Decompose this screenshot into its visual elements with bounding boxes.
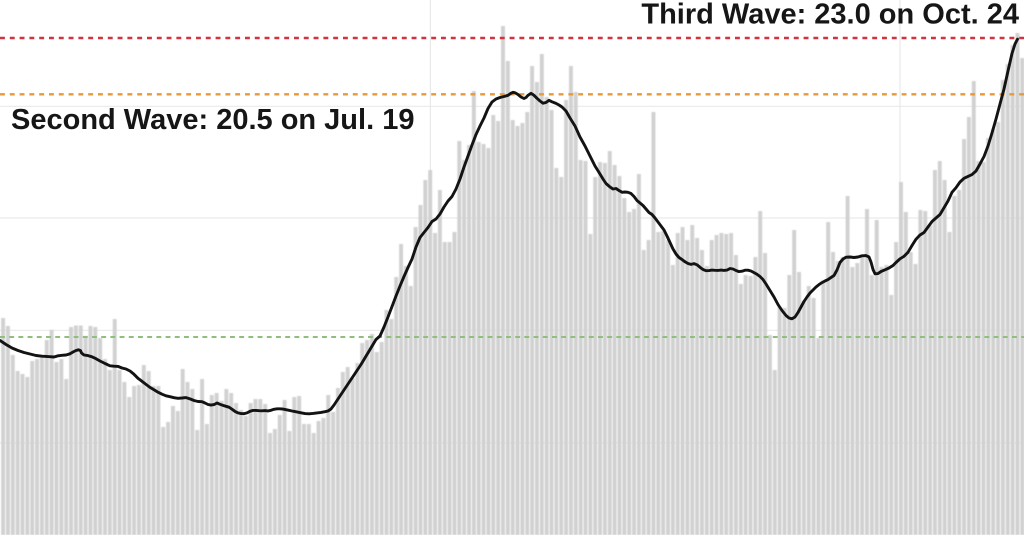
svg-text:Second Wave: 20.5 on Jul. 19: Second Wave: 20.5 on Jul. 19 bbox=[11, 104, 414, 136]
svg-text:Third Wave: 23.0 on Oct. 24: Third Wave: 23.0 on Oct. 24 bbox=[641, 0, 1019, 31]
